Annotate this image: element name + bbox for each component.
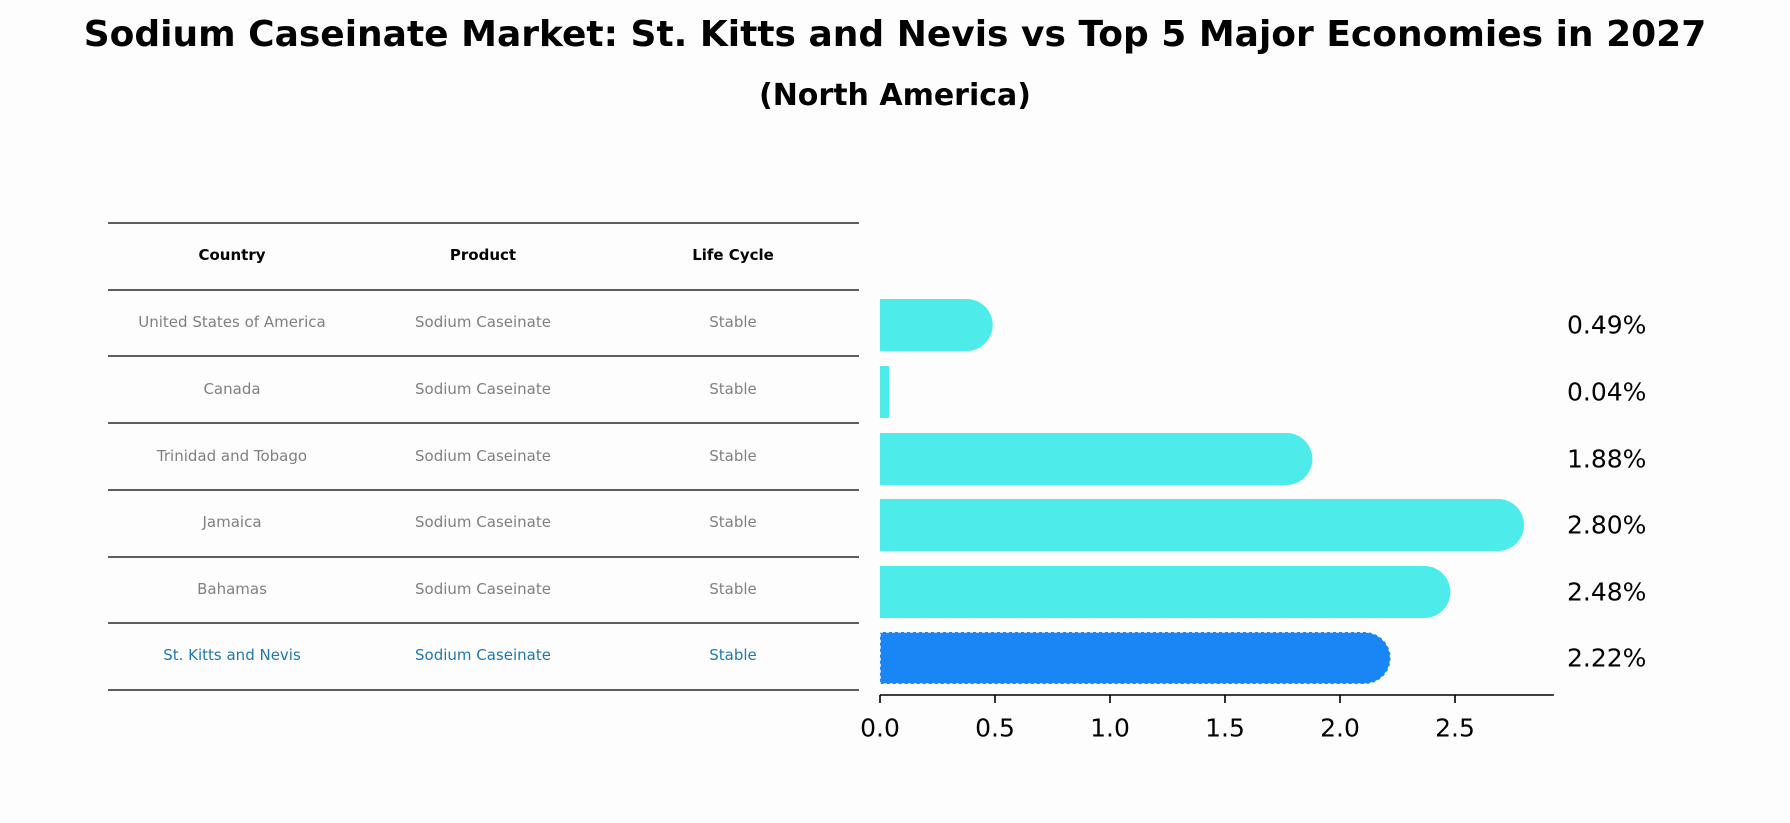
table-cell-product: Sodium Caseinate xyxy=(415,313,551,331)
table-cell-life-cycle: Stable xyxy=(709,380,757,398)
table-cell-life-cycle: Stable xyxy=(709,313,757,331)
bar-highlight xyxy=(879,631,1392,685)
table-header-2: Life Cycle xyxy=(692,246,774,264)
value-label: 2.48% xyxy=(1567,578,1646,607)
table-cell-product: Sodium Caseinate xyxy=(415,646,551,664)
bar xyxy=(880,499,1524,551)
value-label: 2.80% xyxy=(1567,511,1646,540)
table-cell-product: Sodium Caseinate xyxy=(415,447,551,465)
table-cell-life-cycle: Stable xyxy=(709,447,757,465)
table-cell-product: Sodium Caseinate xyxy=(415,380,551,398)
table-cell-country: United States of America xyxy=(138,313,325,331)
table-cell-country: Jamaica xyxy=(201,513,261,531)
table-cell-product: Sodium Caseinate xyxy=(415,513,551,531)
x-tick-label: 0.0 xyxy=(860,714,900,743)
chart-subtitle: (North America) xyxy=(758,78,1031,113)
table-header-0: Country xyxy=(198,246,265,264)
table-cell-life-cycle: Stable xyxy=(709,646,757,664)
value-label: 1.88% xyxy=(1567,445,1646,474)
table-cell-country: Canada xyxy=(203,380,260,398)
table-header-1: Product xyxy=(450,246,516,264)
bar xyxy=(880,299,993,351)
x-tick-label: 1.5 xyxy=(1205,714,1245,743)
x-tick-label: 2.5 xyxy=(1435,714,1475,743)
bar xyxy=(880,366,890,418)
value-label: 2.22% xyxy=(1567,644,1646,673)
table-cell-product: Sodium Caseinate xyxy=(415,580,551,598)
value-label: 0.04% xyxy=(1567,378,1646,407)
table-cell-country: Bahamas xyxy=(197,580,267,598)
x-tick-label: 1.0 xyxy=(1090,714,1130,743)
table-cell-country: St. Kitts and Nevis xyxy=(163,646,301,664)
value-label: 0.49% xyxy=(1567,311,1646,340)
x-tick-label: 0.5 xyxy=(975,714,1015,743)
bar xyxy=(880,566,1451,618)
table-cell-country: Trinidad and Tobago xyxy=(156,447,307,465)
chart-title: Sodium Caseinate Market: St. Kitts and N… xyxy=(83,14,1707,55)
bar xyxy=(880,433,1313,485)
table-cell-life-cycle: Stable xyxy=(709,580,757,598)
x-tick-label: 2.0 xyxy=(1320,714,1360,743)
table-cell-life-cycle: Stable xyxy=(709,513,757,531)
